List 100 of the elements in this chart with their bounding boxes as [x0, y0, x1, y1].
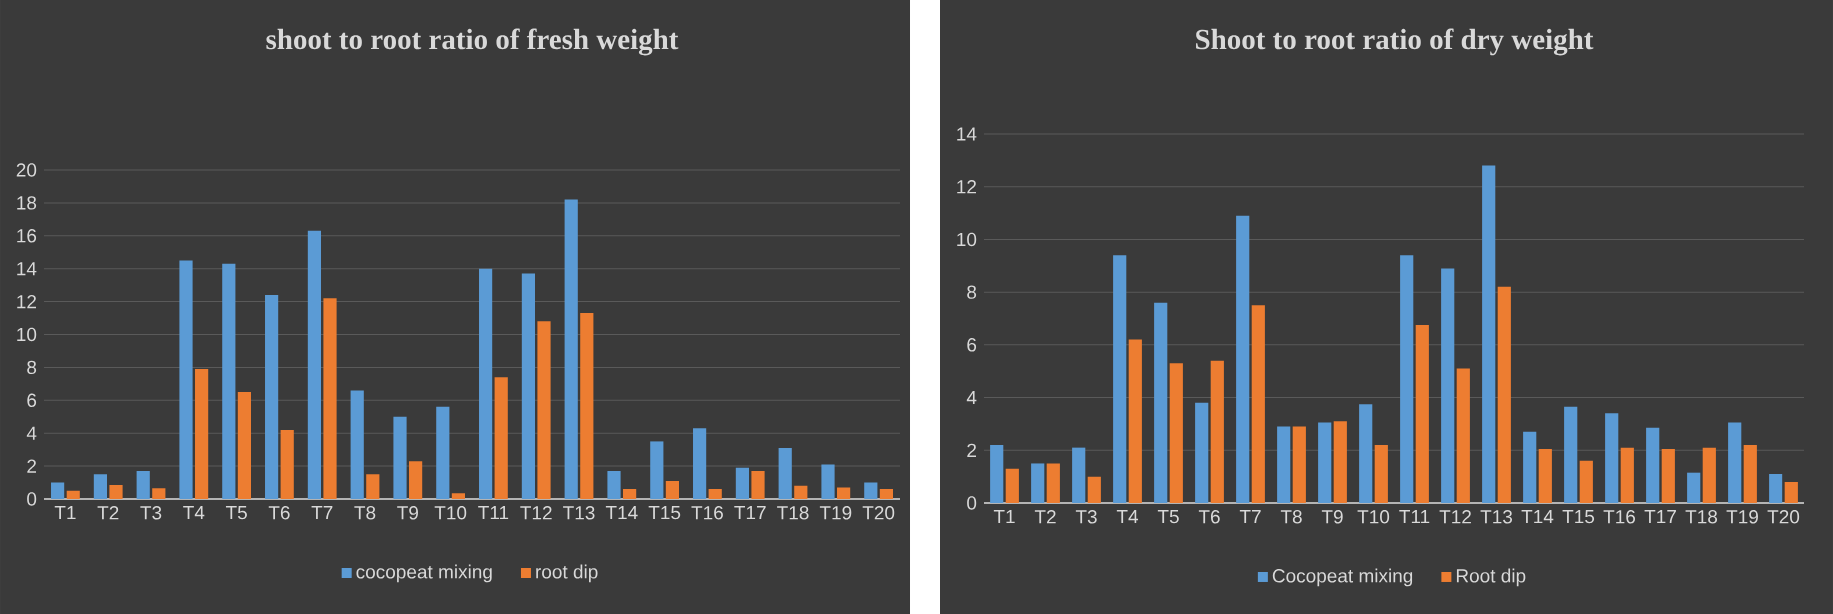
- bar: [307, 230, 322, 499]
- bar: [1400, 255, 1414, 503]
- legend-label: root dip: [536, 564, 598, 583]
- bar: [195, 369, 209, 499]
- bar: [735, 467, 750, 499]
- bar: [1333, 421, 1347, 503]
- bar: [436, 406, 450, 499]
- bar: [1687, 472, 1701, 503]
- bar: [778, 447, 792, 499]
- x-tick-label: T6: [1198, 510, 1220, 524]
- y-tick-label: 10: [957, 232, 977, 247]
- bar: [1769, 474, 1783, 503]
- bar: [1661, 448, 1675, 503]
- bar: [708, 489, 722, 499]
- x-tick-label: T9: [397, 506, 418, 520]
- bar: [751, 471, 765, 499]
- bar: [1743, 445, 1757, 503]
- bar: [1728, 422, 1742, 503]
- x-tick-label: T7: [1239, 510, 1261, 524]
- bar: [1195, 402, 1209, 503]
- bar: [280, 429, 294, 499]
- bar: [580, 313, 594, 499]
- bar: [607, 471, 621, 499]
- bar: [1031, 463, 1045, 503]
- bar: [990, 445, 1004, 503]
- y-tick-label: 6: [967, 338, 977, 352]
- x-tick-label: T17: [734, 506, 766, 520]
- bar: [1072, 447, 1086, 503]
- bar: [1210, 360, 1224, 503]
- bar: [1579, 460, 1593, 503]
- x-tick-label: T13: [563, 506, 595, 520]
- bar: [393, 416, 407, 499]
- bar: [1415, 325, 1429, 503]
- x-tick-label: T8: [1280, 510, 1302, 524]
- y-tick-label: 12: [957, 180, 976, 194]
- bar: [1497, 286, 1511, 503]
- bar: [1564, 406, 1578, 503]
- x-tick-label: T14: [605, 506, 638, 520]
- bar: [864, 482, 878, 499]
- x-tick-label: T2: [1034, 510, 1056, 524]
- bar: [109, 485, 123, 499]
- x-tick-label: T3: [140, 506, 162, 520]
- bar: [1646, 427, 1660, 503]
- y-tick-label: 14: [17, 262, 37, 276]
- x-tick-label: T1: [54, 506, 76, 520]
- y-tick-label: 4: [966, 391, 977, 405]
- bar: [1113, 255, 1127, 503]
- legend-label: cocopeat mixing: [356, 564, 492, 583]
- x-tick-label: T13: [1480, 510, 1513, 524]
- bar: [409, 461, 423, 499]
- bar: [51, 482, 65, 499]
- x-tick-label: T11: [1399, 510, 1430, 524]
- bar: [1784, 481, 1798, 503]
- x-tick-label: T2: [97, 506, 119, 520]
- x-tick-label: T3: [1075, 510, 1097, 524]
- bar: [1154, 302, 1168, 503]
- x-tick-label: T12: [520, 506, 552, 520]
- bar: [521, 273, 536, 499]
- x-tick-label: T18: [1685, 510, 1718, 524]
- x-tick-label: T6: [268, 506, 290, 520]
- bar: [1605, 413, 1619, 503]
- bar: [1236, 215, 1250, 503]
- bar: [93, 474, 108, 499]
- x-tick-label: T20: [862, 506, 895, 520]
- bar: [693, 428, 707, 499]
- y-tick-label: 10: [17, 327, 37, 342]
- x-tick-label: T10: [1357, 510, 1390, 524]
- bar: [1169, 363, 1183, 503]
- bar: [179, 260, 193, 499]
- x-tick-label: T9: [1321, 510, 1343, 524]
- legend-label: Cocopeat mixing: [1272, 568, 1413, 587]
- bar: [1702, 447, 1716, 503]
- bar: [1318, 422, 1332, 503]
- x-tick-label: T19: [819, 506, 852, 520]
- y-tick-label: 2: [967, 443, 976, 457]
- bar: [350, 390, 364, 499]
- chart-title: shoot to root ratio of fresh weight: [266, 28, 679, 56]
- x-tick-label: T20: [1767, 510, 1800, 524]
- bar: [1128, 339, 1142, 503]
- bar: [794, 485, 808, 499]
- bar: [1482, 165, 1496, 503]
- bar: [1087, 476, 1101, 503]
- x-tick-label: T17: [1644, 510, 1676, 524]
- y-tick-label: 12: [17, 294, 36, 309]
- bar: [152, 488, 166, 499]
- bar: [1046, 463, 1060, 503]
- bar: [265, 295, 279, 499]
- bar: [821, 464, 835, 499]
- legend-label: Root dip: [1456, 568, 1526, 587]
- y-tick-label: 14: [957, 127, 977, 141]
- y-tick-label: 20: [16, 163, 37, 177]
- x-tick-label: T19: [1726, 510, 1758, 524]
- y-tick-label: 6: [27, 393, 37, 408]
- bar: [222, 263, 236, 499]
- x-tick-label: T18: [777, 506, 809, 520]
- x-tick-label: T4: [1116, 510, 1139, 524]
- bar: [650, 441, 664, 499]
- bar: [837, 487, 851, 499]
- bar: [1441, 268, 1455, 503]
- x-tick-label: T14: [1521, 510, 1554, 524]
